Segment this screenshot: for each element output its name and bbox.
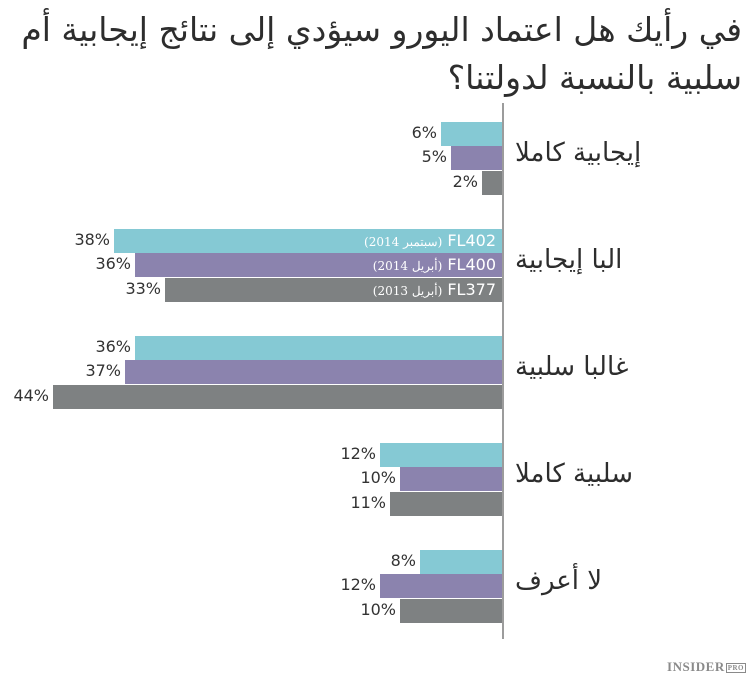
chart-title: في رأيك هل اعتماد اليورو سيؤدي إلى نتائج… bbox=[21, 10, 742, 97]
category-axis-line bbox=[502, 103, 504, 639]
bar-fl402 bbox=[441, 122, 502, 146]
value-label: 12% bbox=[340, 575, 376, 594]
value-label: 10% bbox=[360, 468, 396, 487]
bar-fl402 bbox=[420, 550, 502, 574]
legend-period: (أبريل 2013) bbox=[372, 284, 443, 298]
bar-fl377 bbox=[390, 492, 502, 516]
value-label: 38% bbox=[74, 230, 110, 249]
bar-fl402 bbox=[135, 336, 502, 360]
bar-fl400 bbox=[380, 574, 502, 598]
value-label: 8% bbox=[390, 551, 416, 570]
bar-fl400 bbox=[125, 360, 502, 384]
brand-name: INSIDER bbox=[667, 659, 725, 674]
category-label: لا أعرف bbox=[515, 566, 603, 596]
category-label: إيجابية كاملا bbox=[515, 138, 642, 168]
bar-fl400 bbox=[400, 467, 502, 491]
value-label: 44% bbox=[13, 386, 49, 405]
bar-fl400: (أبريل 2014) FL400 bbox=[135, 253, 502, 277]
bar-fl377 bbox=[482, 171, 502, 195]
category-label: غالبا سلبية bbox=[515, 352, 629, 382]
value-label: 11% bbox=[350, 493, 386, 512]
legend-period: (سبتمبر 2014) bbox=[364, 235, 443, 249]
brand-suffix: PRO bbox=[725, 663, 746, 674]
brand-logo: INSIDER PRO bbox=[667, 659, 746, 675]
legend-code: FL402 bbox=[447, 231, 496, 250]
value-label: 36% bbox=[95, 254, 131, 273]
legend-code: FL400 bbox=[447, 255, 496, 274]
legend-period: (أبريل 2014) bbox=[372, 259, 443, 273]
bar-fl402: (سبتمبر 2014) FL402 bbox=[114, 229, 502, 253]
legend-label: (سبتمبر 2014) FL402 bbox=[364, 229, 496, 253]
legend-code: FL377 bbox=[447, 280, 496, 299]
bar-fl402 bbox=[380, 443, 502, 467]
value-label: 2% bbox=[452, 172, 478, 191]
bar-fl377 bbox=[400, 599, 502, 623]
legend-label: (أبريل 2013) FL377 bbox=[373, 278, 496, 302]
value-label: 33% bbox=[125, 279, 161, 298]
legend-label: (أبريل 2014) FL400 bbox=[373, 253, 496, 277]
value-label: 37% bbox=[85, 361, 121, 380]
value-label: 5% bbox=[421, 147, 447, 166]
bar-fl377: (أبريل 2013) FL377 bbox=[165, 278, 502, 302]
value-label: 6% bbox=[411, 123, 437, 142]
category-label: البا إيجابية bbox=[515, 245, 623, 275]
value-label: 10% bbox=[360, 600, 396, 619]
value-label: 36% bbox=[95, 337, 131, 356]
value-label: 12% bbox=[340, 444, 376, 463]
bar-fl400 bbox=[451, 146, 502, 170]
category-label: سلبية كاملا bbox=[515, 459, 634, 489]
bar-fl377 bbox=[53, 385, 502, 409]
